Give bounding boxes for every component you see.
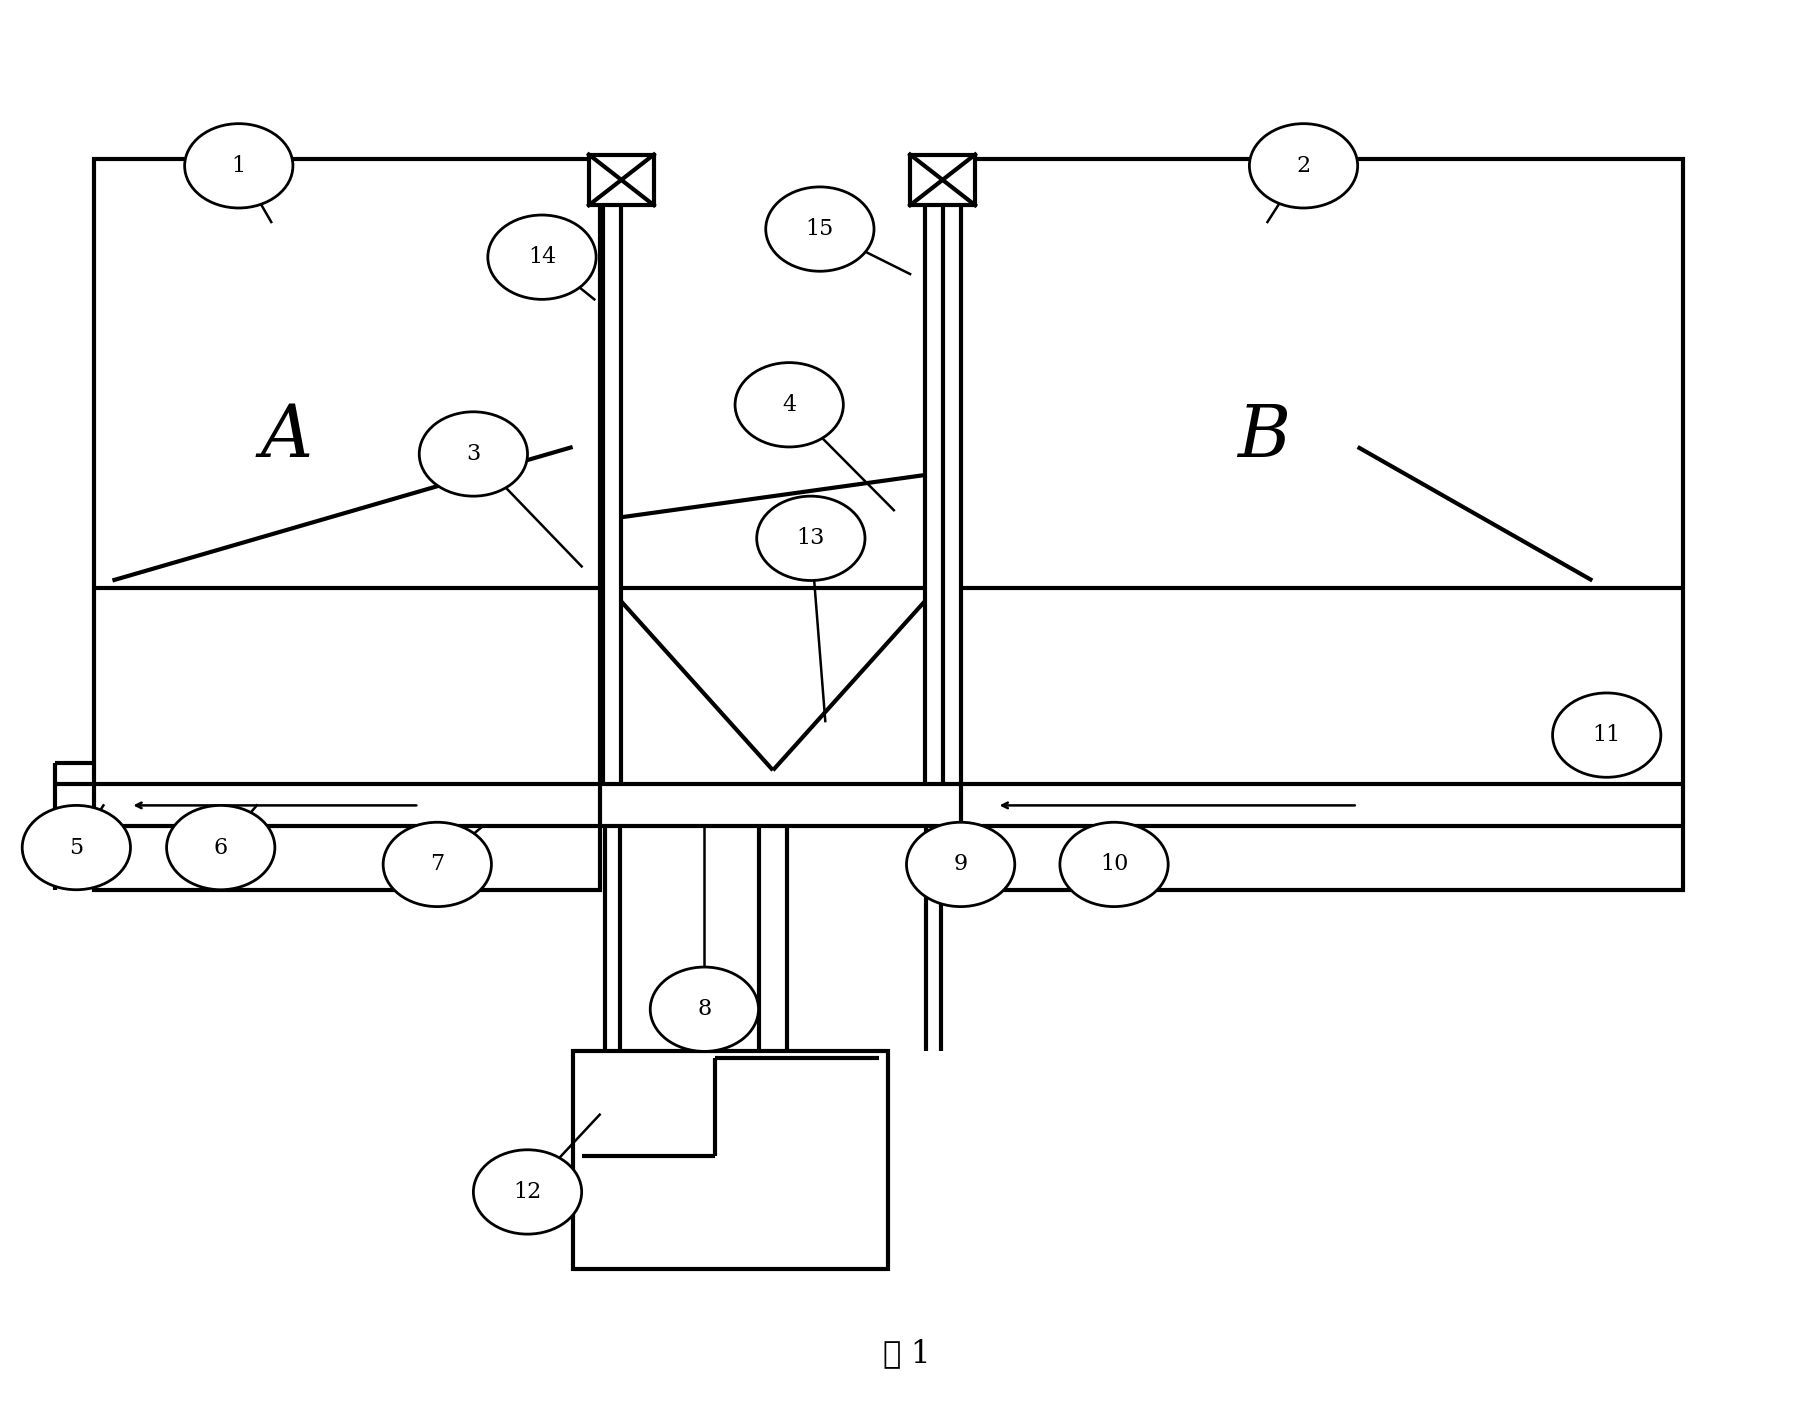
Text: 12: 12 [513, 1181, 542, 1203]
Circle shape [22, 806, 131, 889]
Circle shape [906, 823, 1015, 906]
Text: 10: 10 [1100, 854, 1128, 875]
Text: A: A [261, 402, 312, 472]
Circle shape [419, 411, 528, 496]
Circle shape [383, 823, 491, 906]
Text: 6: 6 [214, 837, 228, 858]
Circle shape [765, 187, 874, 271]
Text: 14: 14 [528, 246, 557, 269]
Circle shape [167, 806, 276, 889]
Circle shape [473, 1150, 582, 1234]
Text: 5: 5 [69, 837, 83, 858]
Text: 2: 2 [1296, 154, 1311, 177]
Text: 8: 8 [698, 998, 711, 1021]
Bar [589, 154, 654, 205]
Circle shape [488, 215, 596, 300]
Text: B: B [1236, 402, 1291, 472]
Circle shape [756, 496, 865, 581]
Text: 11: 11 [1592, 724, 1621, 747]
Text: 4: 4 [781, 393, 796, 416]
Text: 13: 13 [796, 527, 825, 549]
Bar [961, 158, 1682, 889]
Text: 1: 1 [232, 154, 247, 177]
Circle shape [651, 967, 758, 1052]
Bar [910, 154, 975, 205]
Circle shape [185, 123, 294, 208]
Text: 15: 15 [805, 218, 834, 240]
Text: 9: 9 [954, 854, 968, 875]
Text: 3: 3 [466, 443, 480, 465]
Circle shape [1249, 123, 1358, 208]
Text: 7: 7 [430, 854, 444, 875]
Text: 图 1: 图 1 [883, 1338, 930, 1369]
Circle shape [734, 362, 843, 447]
Bar [573, 1052, 888, 1270]
Bar [94, 158, 600, 889]
Circle shape [1061, 823, 1168, 906]
Circle shape [1552, 693, 1661, 778]
